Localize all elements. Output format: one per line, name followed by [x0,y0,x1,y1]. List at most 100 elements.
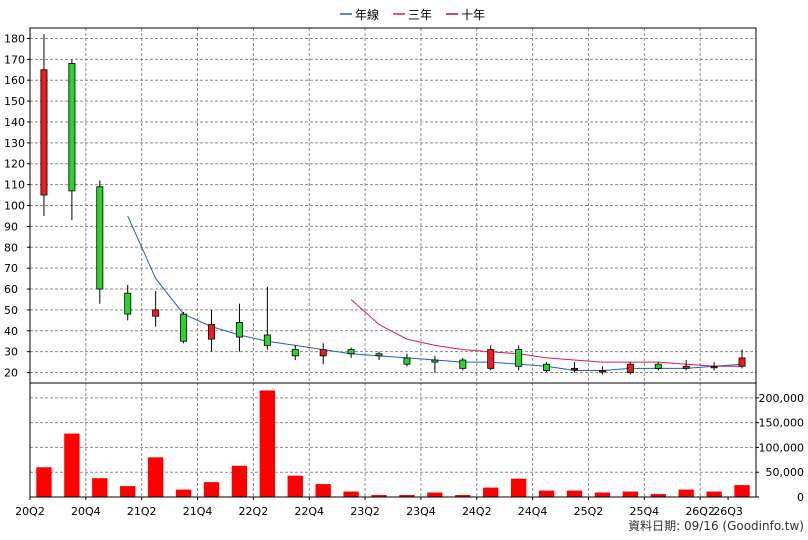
price-tick-label: 50 [4,304,18,317]
candle-body [235,322,243,338]
candles [40,34,746,375]
volume-bar [650,494,666,497]
candle-body [208,324,215,340]
x-tick-label: 26Q2 [685,505,715,518]
candle-body [738,357,746,367]
volume-bar [427,492,443,497]
x-tick-label: 24Q4 [518,505,548,518]
volume-bar [483,487,499,497]
x-tick-label: 22Q4 [294,505,324,518]
candle-body [263,334,271,346]
volume-frame [29,382,757,498]
moving-average-lines [127,215,743,371]
volume-tick-label: 100,000 [759,441,805,454]
volume-grid [30,383,756,497]
volume-bar [92,478,108,497]
candle-body [682,365,690,369]
price-tick-label: 130 [4,137,25,150]
candle-body [291,349,299,357]
price-tick-label: 20 [4,367,18,380]
candle-body [626,363,634,373]
volume-bar [594,492,611,497]
volume-bar [259,390,276,497]
volume-tick-label: 0 [797,491,804,504]
volume-bar [706,491,722,497]
price-panel: 20 30 40 50 60 70 80 90 100 110 120 130 140 150 160 170… [4,28,756,383]
price-tick-label: 160 [4,74,25,87]
volume-tick-label: 150,000 [759,417,805,430]
candle-body [487,349,495,369]
candle-body [710,365,718,369]
ma-line [127,215,743,371]
volume-bar [371,495,387,497]
volume-tick-label: 200,000 [759,392,805,405]
price-tick-label: 180 [4,32,25,45]
volume-bar [510,478,527,497]
volume-bar [36,467,52,497]
x-tick-label: 23Q4 [406,505,436,518]
volume-bar [538,490,555,497]
candle-body [375,353,383,357]
volume-bar [566,490,583,497]
legend-label: 三年 [408,8,432,22]
volume-bar [287,475,303,497]
volume-bar [315,484,331,497]
price-grid [30,28,756,383]
x-tick-label: 20Q2 [15,505,45,518]
price-tick-label: 120 [4,158,25,171]
volume-bars [36,390,750,497]
candle-body [347,349,355,355]
legend-label: 年線 [355,7,379,22]
candle-body [431,359,439,363]
price-tick-label: 80 [4,241,18,254]
price-tick-label: 70 [4,262,18,275]
ma-line [350,299,742,367]
legend: 年線 三年 十年 [340,7,485,22]
candle-body [598,370,606,373]
candle-body [40,69,48,196]
x-tick-label: 23Q2 [350,505,380,518]
price-tick-label: 60 [4,283,18,296]
panel-frames [29,27,757,498]
data-date-footer: 資料日期: 09/16 (Goodinfo.tw) [628,519,804,533]
candle-body [319,349,327,357]
x-tick-label: 22Q2 [239,505,269,518]
price-tick-label: 30 [4,346,18,359]
volume-bar [147,457,164,497]
price-tick-label: 110 [4,179,25,192]
volume-axis: 0 50,000 100,000 150,000 200,000 [756,392,804,504]
candle-body [124,292,132,315]
price-tick-label: 40 [4,325,18,338]
price-tick-label: 140 [4,116,25,129]
price-tick-label: 170 [4,53,25,66]
candle-body [180,313,188,342]
candle-body [459,359,467,369]
volume-panel: 0 50,000 100,000 150,000 200,000 [30,383,804,504]
candle-body [515,349,523,367]
volume-bar [203,482,220,497]
x-tick-label: 26Q3 [713,505,743,518]
x-tick-label: 24Q2 [462,505,492,518]
volume-bar [678,489,694,497]
volume-tick-label: 50,000 [766,466,805,479]
candle-body [654,363,662,369]
price-tick-label: 150 [4,95,25,108]
volume-bar [455,495,471,497]
x-tick-label: 21Q2 [127,505,157,518]
price-axis: 20 30 40 50 60 70 80 90 100 110 120 130 140 150 160 170… [4,32,30,380]
price-tick-label: 100 [4,200,25,213]
x-tick-label: 21Q4 [183,505,213,518]
volume-bar [622,491,639,497]
candle-body [543,363,551,371]
x-axis: 20Q2 20Q4 21Q2 21Q4 22Q2 22Q4 23Q2 23Q4 24Q2 24Q4… [15,497,743,518]
x-tick-label: 20Q4 [71,505,101,518]
price-tick-label: 90 [4,220,18,233]
candle-body [571,367,578,371]
volume-bar [399,495,415,497]
candle-body [68,63,76,192]
volume-bar [231,465,248,497]
candle-body [152,309,160,317]
volume-bar [175,489,192,497]
volume-bar [734,485,750,497]
